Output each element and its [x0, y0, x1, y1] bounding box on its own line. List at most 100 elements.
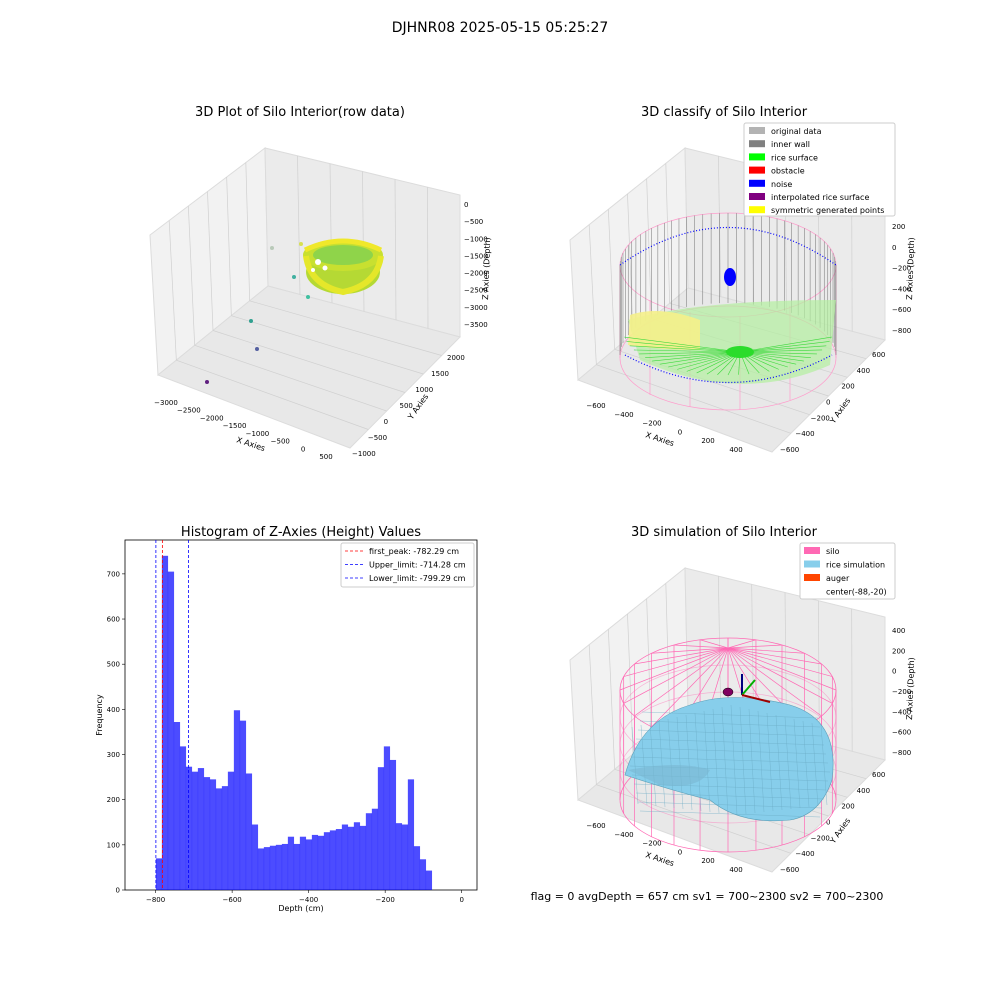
panel1-ytick: 1000 [415, 386, 433, 394]
hist-ytick-label: 0 [116, 887, 120, 895]
mesh-line [635, 792, 825, 800]
rice-ray [652, 351, 741, 362]
hist-bar [311, 834, 319, 890]
rice-ray [739, 341, 830, 353]
panel4-ztick: −800 [892, 749, 911, 757]
hist-xtick-label: −600 [223, 896, 242, 904]
panel4-title: 3D simulation of Silo Interior [631, 525, 818, 540]
panel2-xtick: 200 [701, 437, 714, 445]
silo-roof-line [727, 647, 822, 717]
rice-ray [645, 351, 741, 358]
p2-zlabel: Z Axies (Depth) [905, 237, 916, 300]
hist-bar [197, 768, 205, 890]
hist-bar [239, 720, 247, 890]
panel4-ztick: 0 [892, 668, 896, 676]
p4-xlabel: X Axies [644, 850, 675, 868]
rice-ray [659, 351, 741, 365]
hist-ytick-label: 700 [107, 570, 120, 578]
silo-roof-line [651, 647, 729, 728]
mesh-line [676, 716, 684, 810]
hist-bar [185, 766, 193, 890]
panel4-ytick: 400 [857, 787, 870, 795]
hist-bar [191, 771, 199, 890]
hist-bar [215, 788, 223, 890]
mesh-line [757, 710, 765, 813]
hist-bar [323, 832, 331, 890]
mesh-line [685, 714, 693, 811]
panel4-xtick: −400 [614, 831, 633, 839]
hist-bar [305, 839, 313, 890]
classify-noise-cluster [724, 268, 736, 286]
legend-swatch [749, 193, 765, 200]
silo-roof-line [727, 644, 783, 649]
panel1-xtick: −1000 [246, 430, 270, 438]
grid-line [231, 315, 424, 375]
grid-line [226, 176, 232, 316]
panel2-xtick: −400 [614, 411, 633, 419]
hist-ytick-label: 500 [107, 661, 120, 669]
panel4-ytick: −600 [780, 866, 799, 874]
hist-bar [335, 829, 343, 890]
raw-rice-ring [303, 238, 384, 296]
mesh-line [694, 712, 702, 812]
silo-roof-line [727, 639, 757, 649]
legend-swatch [749, 166, 765, 174]
hist-bar [407, 779, 415, 890]
legend-label: symmetric generated points [771, 206, 884, 215]
panel1-xtick: 0 [301, 445, 305, 453]
hist-bar [221, 786, 229, 890]
raw-outlier-points [205, 242, 310, 384]
panel-raw-3d: 3D Plot of Silo Interior(row data) −3000… [149, 105, 492, 461]
p2-ylabel: Y Axies [828, 396, 853, 426]
legend-label: interpolated rice surface [771, 193, 869, 202]
sim-auger-arrows [722, 674, 771, 703]
status-line: flag = 0 avgDepth = 657 cm sv1 = 700~230… [531, 890, 884, 903]
hist-bar [359, 825, 367, 890]
panel2-ytick: −400 [795, 430, 814, 438]
hist-bar [251, 824, 259, 890]
silo-roof-line [727, 647, 805, 654]
panel4-ytick: 200 [841, 803, 854, 811]
rice-ray [629, 345, 741, 353]
hist-bar [425, 870, 433, 890]
panel4-ztick: −400 [892, 708, 911, 716]
hist-ytick-label: 200 [107, 796, 120, 804]
hist-bar [161, 555, 169, 890]
hist-ytick-label: 300 [107, 751, 120, 759]
panel2-ytick: 400 [857, 367, 870, 375]
panel4-ytick: 0 [826, 819, 830, 827]
hist-bar [263, 847, 271, 890]
grid-line [168, 220, 177, 361]
legend-label: obstacle [771, 167, 805, 176]
grid-line [646, 598, 652, 739]
grid-line [588, 644, 597, 785]
silo-roof-line [727, 647, 833, 704]
panel2-xtick: −600 [586, 402, 605, 410]
panel1-ytick: −500 [368, 434, 387, 442]
legend-swatch [749, 206, 765, 214]
grid-line [627, 193, 634, 335]
panel1-ztick: −3500 [464, 321, 488, 329]
hist-ytick-label: 600 [107, 616, 120, 624]
silo-roof-line [634, 647, 729, 665]
mesh-line [631, 756, 829, 764]
panel1-ytick: 1500 [431, 370, 449, 378]
silo-roof-line [699, 639, 729, 649]
panel-histogram: Histogram of Z-Axies (Height) Values −80… [95, 525, 478, 913]
mesh-line [820, 724, 828, 806]
panel4-xtick: −600 [586, 822, 605, 830]
hist-bar [329, 830, 337, 890]
hist-bar [419, 859, 427, 890]
hist-bar [293, 843, 301, 890]
panel1-xtick: −1500 [223, 422, 247, 430]
hist-bar [389, 759, 397, 890]
mesh-line [748, 708, 756, 814]
hist-xtick-label: −400 [299, 896, 318, 904]
hist-bar [317, 835, 325, 890]
legend-label: rice surface [771, 153, 818, 162]
panel4-ztick: 400 [892, 627, 905, 635]
hist-bars [155, 555, 433, 890]
hist-bar [401, 824, 409, 890]
rice-ray [739, 345, 827, 353]
grid-line [394, 179, 397, 321]
